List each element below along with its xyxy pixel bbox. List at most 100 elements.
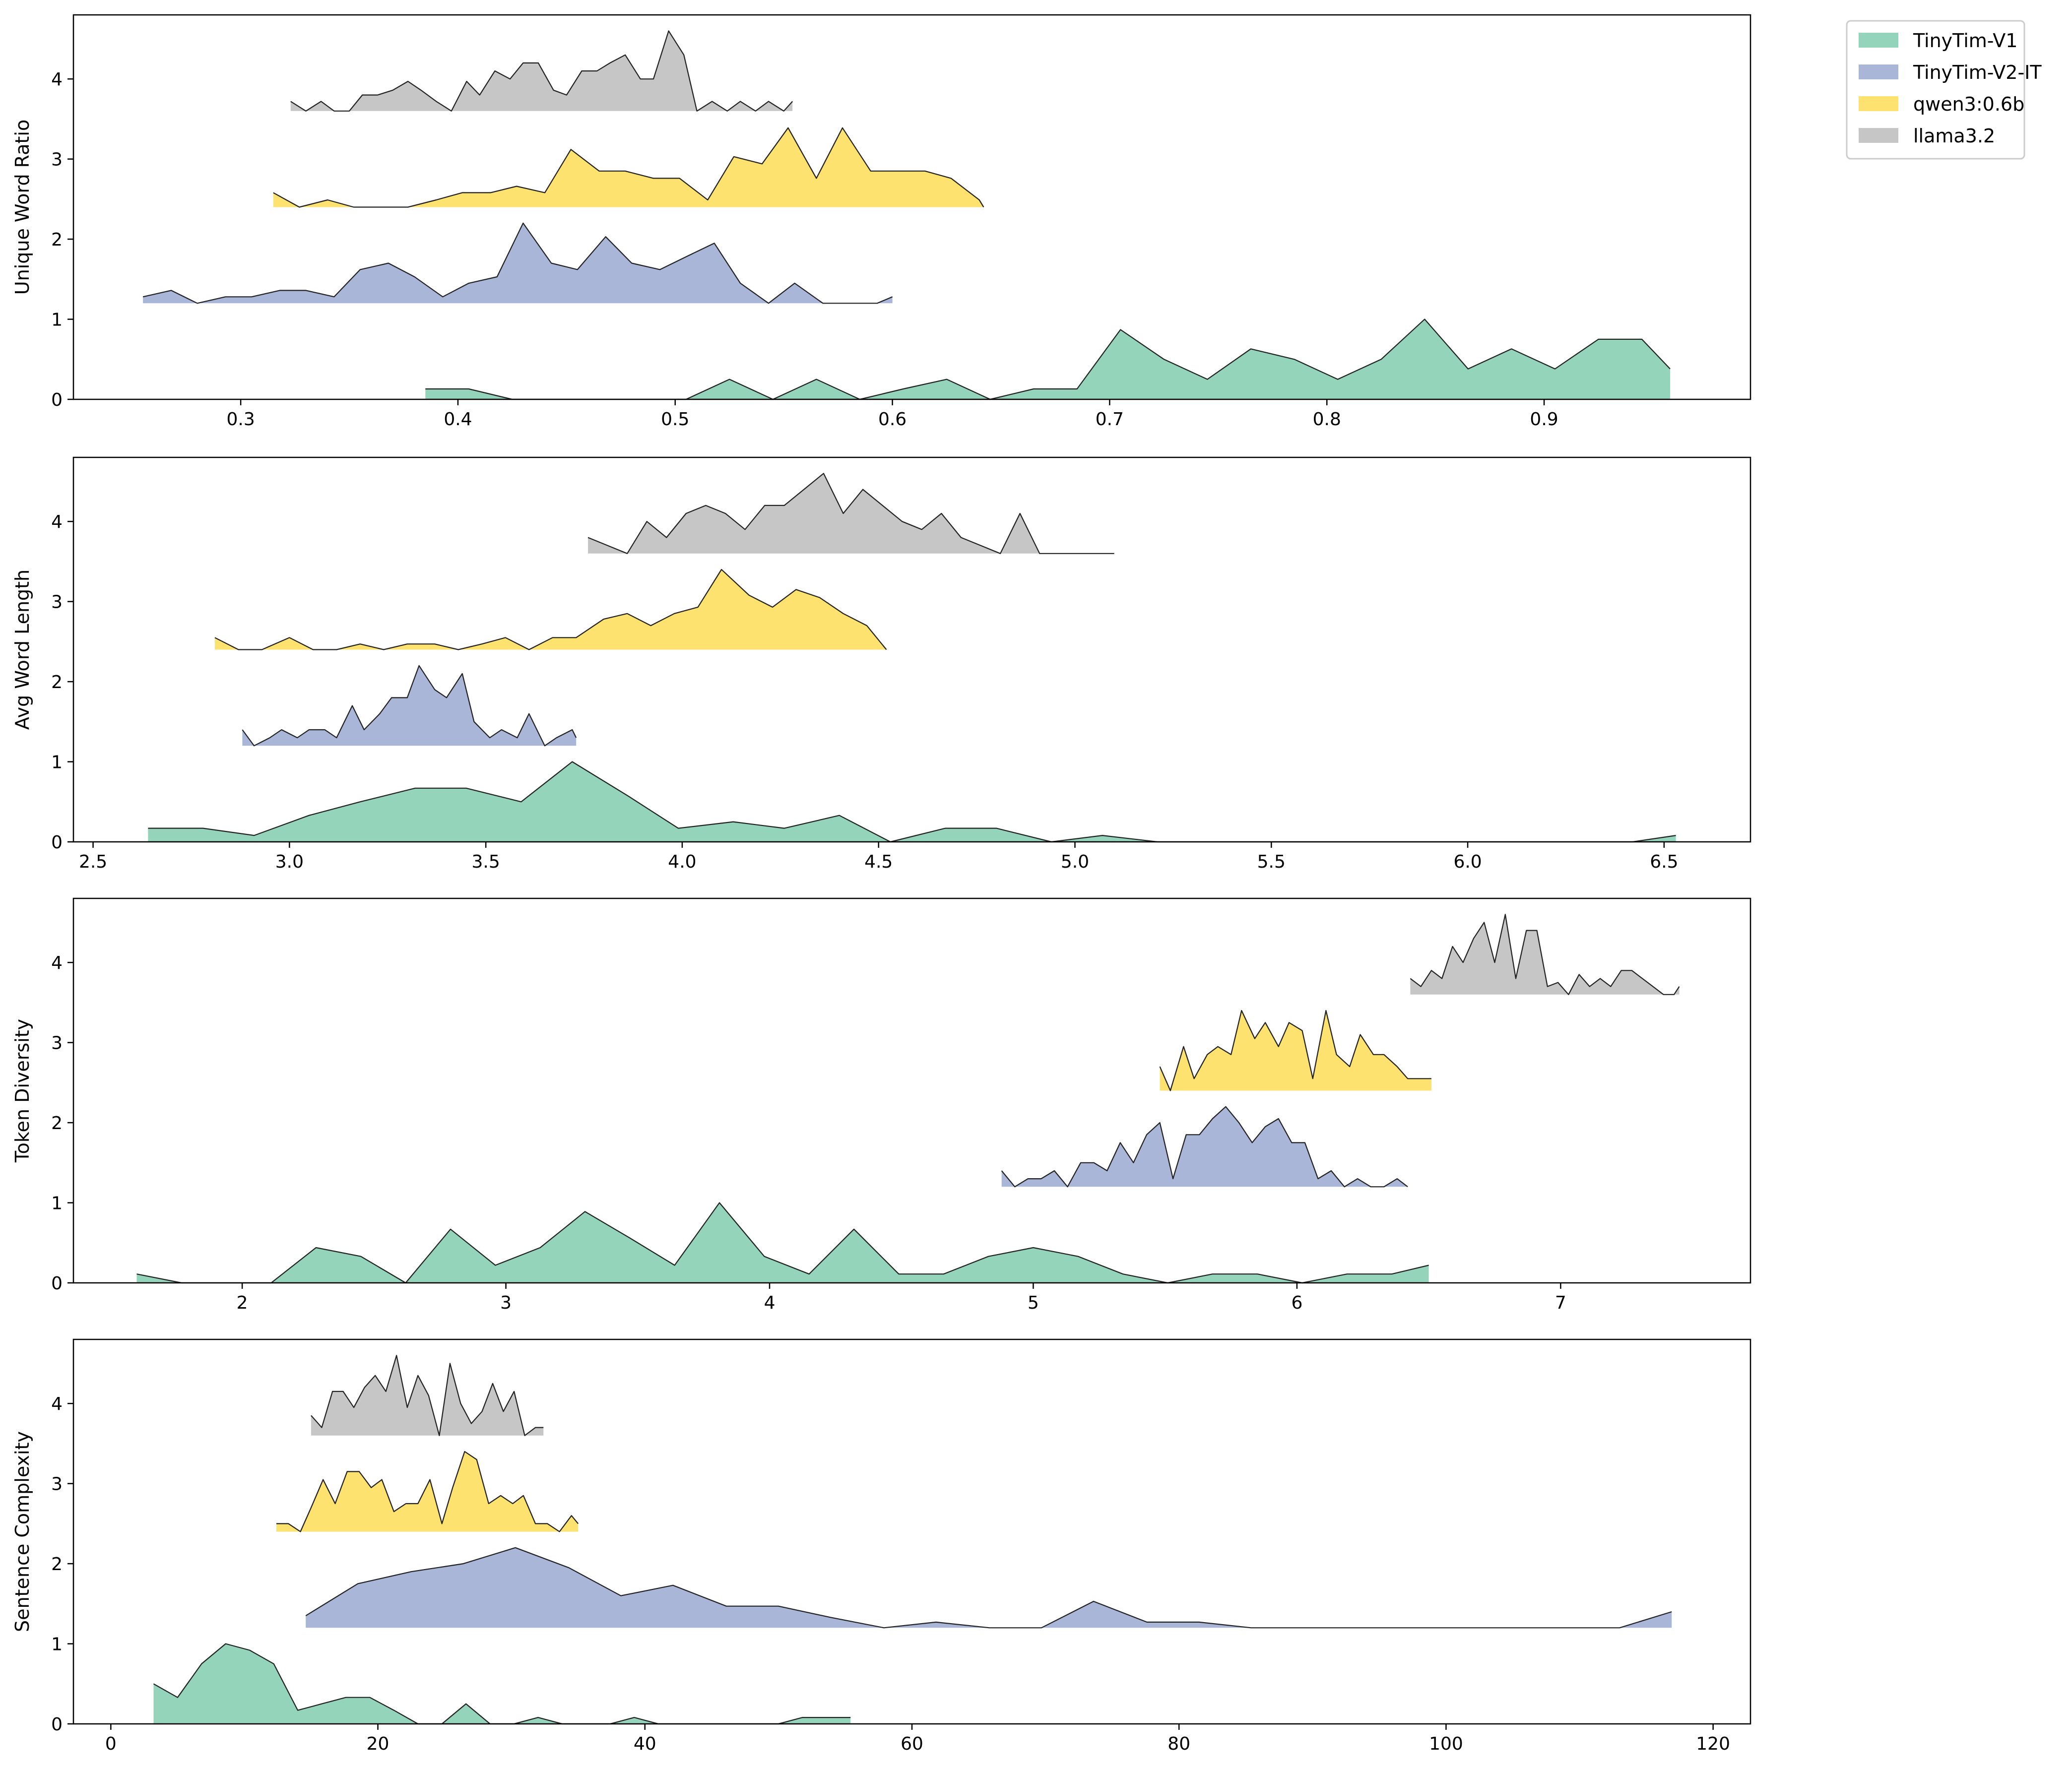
y-tick-label: 0 — [51, 832, 63, 853]
ridge-line-qwen3-0-6b — [1159, 1010, 1431, 1091]
x-tick-label: 4.0 — [668, 852, 696, 872]
ridge-line-llama3-2 — [290, 30, 793, 112]
legend-label-qwen3: qwen3:0.6b — [1913, 93, 2024, 115]
y-tick-label: 1 — [51, 1194, 63, 1214]
x-tick-label: 7 — [1555, 1293, 1566, 1313]
y-tick-label: 2 — [51, 1554, 63, 1575]
ridge-area-tinytim-v2-it — [306, 1547, 1672, 1628]
legend-frame — [1846, 20, 2025, 160]
legend-swatch-tinytim-v1 — [1859, 33, 1898, 48]
x-tick-label: 0.7 — [1096, 409, 1124, 430]
y-tick-label: 4 — [51, 512, 63, 532]
x-tick-label: 6 — [1291, 1293, 1302, 1313]
axes-frame — [72, 14, 1751, 400]
x-tick-label: 60 — [901, 1734, 923, 1754]
x-tick-label: 0.6 — [878, 409, 906, 430]
ridge-line-qwen3-0-6b — [214, 569, 887, 650]
y-tick-label: 0 — [51, 1273, 63, 1294]
x-tick-label: 3.5 — [472, 852, 500, 872]
x-tick-label: 0.4 — [444, 409, 472, 430]
y-tick-label: 0 — [51, 1714, 63, 1735]
y-tick-label: 1 — [51, 310, 63, 330]
ridge-panel-2: 2.5 3.0 3.5 4.0 4.5 5.0 5.5 6.0 6.5 0 1 2 3 4 Avg Word… — [11, 456, 1751, 872]
x-tick-label: 120 — [1696, 1734, 1730, 1754]
ridge-area-tinytim-v1 — [136, 1202, 1429, 1283]
ridge-line-tinytim-v2-it — [1001, 1106, 1408, 1188]
x-tick-label: 0.9 — [1530, 409, 1558, 430]
x-tick-label: 6.0 — [1453, 852, 1482, 872]
legend-swatch-qwen3 — [1859, 96, 1898, 111]
x-tick-label: 3.0 — [275, 852, 304, 872]
ridge-area-llama3-2 — [290, 31, 793, 111]
x-tick-label: 80 — [1167, 1734, 1190, 1754]
y-tick-label: 4 — [51, 69, 63, 90]
ridge-area-llama3-2 — [1410, 914, 1680, 995]
legend-swatch-tinytim-v2-it — [1859, 64, 1898, 79]
ridge-panel-4: 0 20 40 60 80 100 120 0 1 2 3 4 Sentence Complexity — [11, 1338, 1751, 1754]
x-tick-label: 2 — [237, 1293, 248, 1313]
ridge-line-qwen3-0-6b — [276, 1451, 579, 1532]
axes-frame — [72, 456, 1751, 843]
ridge-area-tinytim-v1 — [425, 319, 1670, 399]
y-tick-label: 2 — [51, 672, 63, 693]
y-axis-label: Token Diversity — [11, 1019, 33, 1163]
y-tick-label: 4 — [51, 1394, 63, 1414]
x-tick-label: 0.8 — [1313, 409, 1341, 430]
y-tick-label: 3 — [51, 1474, 63, 1495]
x-tick-label: 3 — [500, 1293, 512, 1313]
ridge-area-llama3-2 — [588, 473, 1114, 554]
ridge-area-tinytim-v1 — [153, 1644, 851, 1724]
ridge-line-qwen3-0-6b — [273, 127, 984, 208]
legend-label-llama3-2: llama3.2 — [1913, 125, 1995, 147]
y-tick-label: 2 — [51, 1113, 63, 1134]
ridge-area-qwen3-0-6b — [215, 569, 887, 650]
legend-label-tinytim-v1: TinyTim-V1 — [1913, 30, 2017, 52]
x-tick-label: 5 — [1028, 1293, 1039, 1313]
legend-label-tinytim-v2-it: TinyTim-V2-IT — [1913, 62, 2042, 83]
y-tick-label: 4 — [51, 953, 63, 973]
ridge-line-tinytim-v2-it — [305, 1547, 1672, 1629]
ridge-area-llama3-2 — [311, 1355, 544, 1436]
ridge-line-llama3-2 — [587, 473, 1114, 554]
y-tick-label: 0 — [51, 390, 63, 410]
ridge-line-tinytim-v1 — [136, 1202, 1429, 1284]
legend-swatch-llama3-2 — [1859, 128, 1898, 143]
ridge-area-tinytim-v1 — [148, 761, 1676, 842]
x-tick-label: 6.5 — [1650, 852, 1678, 872]
x-tick-label: 40 — [634, 1734, 656, 1754]
y-axis-label: Avg Word Length — [11, 569, 33, 730]
x-tick-label: 4 — [764, 1293, 776, 1313]
x-tick-label: 5.0 — [1061, 852, 1089, 872]
y-tick-label: 3 — [51, 592, 63, 613]
y-tick-label: 1 — [51, 753, 63, 773]
x-tick-label: 5.5 — [1257, 852, 1286, 872]
y-tick-label: 2 — [51, 230, 63, 250]
ridge-line-llama3-2 — [1410, 914, 1680, 995]
ridge-area-qwen3-0-6b — [276, 1452, 579, 1532]
x-tick-label: 20 — [367, 1734, 389, 1754]
axes-frame — [72, 897, 1751, 1284]
ridge-line-tinytim-v2-it — [142, 222, 893, 304]
y-tick-label: 1 — [51, 1635, 63, 1655]
ridge-area-tinytim-v2-it — [143, 223, 893, 304]
legend: TinyTim-V1 TinyTim-V2-IT qwen3:0.6b llam… — [1846, 20, 2042, 160]
ridge-panel-1: 0.3 0.4 0.5 0.6 0.7 0.8 0.9 0 1 2 3 4 Unique Word Ra… — [11, 14, 1751, 430]
x-tick-label: 100 — [1429, 1734, 1463, 1754]
ridge-panel-3: 2 3 4 5 6 7 0 1 2 3 4 Token Diversity — [11, 897, 1751, 1313]
ridge-area-tinytim-v2-it — [1001, 1106, 1408, 1187]
ridge-area-qwen3-0-6b — [273, 127, 984, 207]
x-tick-label: 0.3 — [226, 409, 255, 430]
y-axis-label: Unique Word Ratio — [11, 120, 33, 295]
x-tick-label: 2.5 — [79, 852, 107, 872]
x-tick-label: 4.5 — [864, 852, 893, 872]
ridge-line-tinytim-v2-it — [242, 665, 577, 747]
y-axis-label: Sentence Complexity — [11, 1431, 33, 1632]
x-tick-label: 0 — [105, 1734, 117, 1754]
y-tick-label: 3 — [51, 150, 63, 170]
ridge-area-qwen3-0-6b — [1160, 1011, 1431, 1091]
y-tick-label: 3 — [51, 1033, 63, 1054]
ridge-line-llama3-2 — [311, 1355, 544, 1436]
ridge-area-tinytim-v2-it — [242, 665, 577, 746]
x-tick-label: 0.5 — [661, 409, 689, 430]
